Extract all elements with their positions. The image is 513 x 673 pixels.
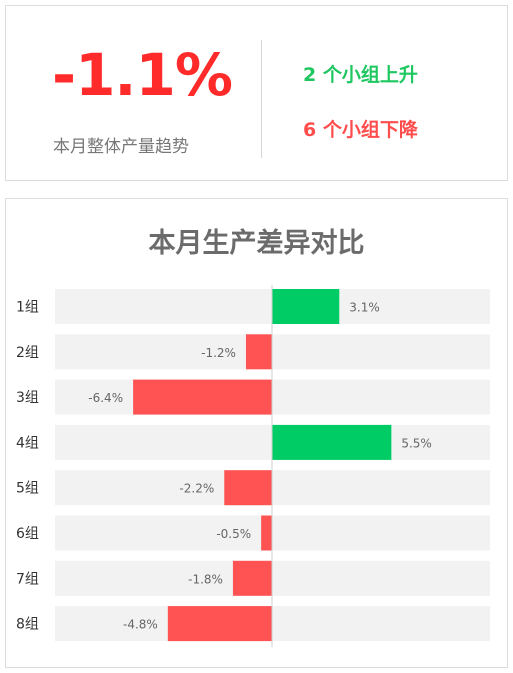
groups-up-count: 2 个小组上升 [303,64,418,86]
summary-divider [261,40,262,158]
overall-trend-label: 本月整体产量趋势 [53,137,189,157]
value-label: -6.4% [88,391,123,405]
chart-card: 1组 3.1% 2组 -1.2% 3组 -6.4% 4组 5.5% 5组 -2.2% 6组 -0.5%… [5,198,508,668]
category-label: 6组 [16,526,39,542]
value-label: -0.5% [216,527,251,541]
groups-down-count: 6 个小组下降 [303,119,418,141]
bar [272,424,392,460]
value-label: 5.5% [401,436,432,450]
bar [245,334,272,370]
production-diff-chart: 1组 3.1% 2组 -1.2% 3组 -6.4% 4组 5.5% 5组 -2.2% 6组 -0.5%… [16,285,490,648]
category-label: 7组 [16,571,39,587]
value-label: -1.2% [201,346,236,360]
category-label: 4组 [16,435,39,451]
overall-trend-value: -1.1% [52,41,233,109]
value-label: -4.8% [123,618,158,632]
bar [261,515,272,551]
bar [167,606,272,642]
bar [272,289,340,324]
value-label: -2.2% [179,482,214,496]
value-label: 3.1% [349,301,380,315]
category-label: 8组 [16,617,39,633]
bar [232,560,272,596]
category-label: 2组 [16,345,39,361]
summary-card: -1.1% 本月整体产量趋势 2 个小组上升 6 个小组下降 [5,5,508,181]
category-label: 5组 [16,481,39,497]
bar [133,379,272,415]
value-label: -1.8% [188,572,223,586]
chart-title: 本月生产差异对比 [148,228,365,259]
bar [224,470,272,506]
category-label: 3组 [16,390,39,406]
category-label: 1组 [16,300,39,316]
